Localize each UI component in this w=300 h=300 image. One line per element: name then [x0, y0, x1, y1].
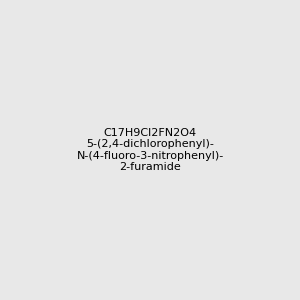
Text: C17H9Cl2FN2O4
5-(2,4-dichlorophenyl)-
N-(4-fluoro-3-nitrophenyl)-
2-furamide: C17H9Cl2FN2O4 5-(2,4-dichlorophenyl)- N-…	[76, 128, 224, 172]
